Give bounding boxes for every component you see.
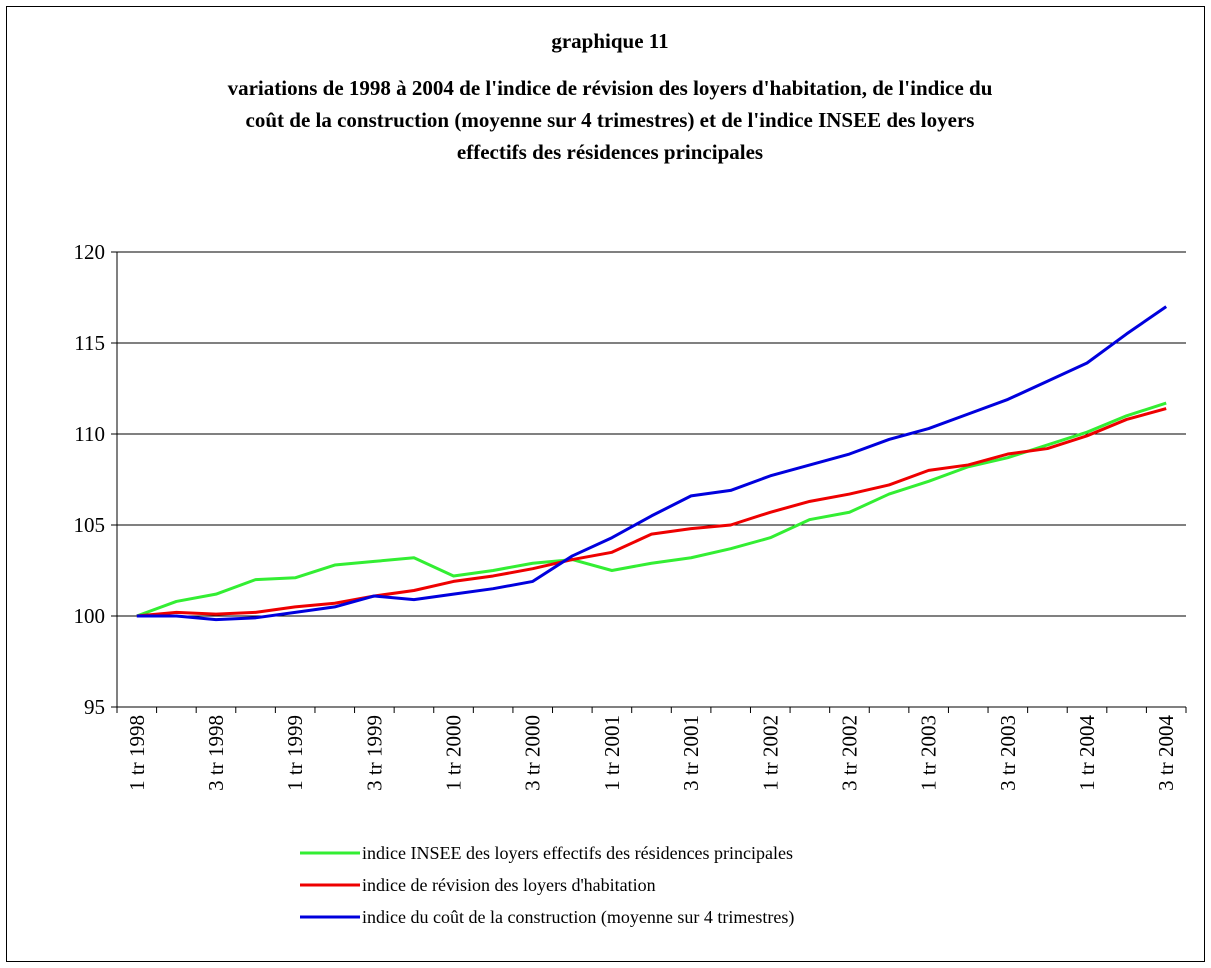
y-tick-label: 105 — [74, 513, 106, 537]
x-tick-label: 3 tr 2003 — [996, 715, 1020, 791]
chart-title: graphique 11 — [551, 29, 668, 53]
legend-label: indice de révision des loyers d'habitati… — [362, 875, 656, 895]
x-tick-label: 1 tr 2004 — [1075, 715, 1099, 791]
x-tick-label: 3 tr 1999 — [362, 715, 386, 791]
x-tick-label: 1 tr 1999 — [283, 715, 307, 791]
chart-subtitle: effectifs des résidences principales — [457, 140, 763, 164]
frame — [6, 6, 1205, 962]
x-tick-label: 1 tr 2001 — [600, 715, 624, 791]
y-tick-label: 100 — [74, 604, 106, 628]
y-tick-label: 110 — [74, 422, 105, 446]
chart-subtitle: variations de 1998 à 2004 de l'indice de… — [228, 76, 993, 100]
x-tick-label: 3 tr 2001 — [679, 715, 703, 791]
y-tick-label: 120 — [74, 240, 106, 264]
x-tick-label: 1 tr 2003 — [917, 715, 941, 791]
x-tick-label: 3 tr 1998 — [204, 715, 228, 791]
x-tick-label: 1 tr 2002 — [758, 715, 782, 791]
x-tick-label: 3 tr 2002 — [837, 715, 861, 791]
x-tick-label: 3 tr 2000 — [521, 715, 545, 791]
y-tick-label: 115 — [74, 331, 105, 355]
legend-label: indice INSEE des loyers effectifs des ré… — [362, 843, 793, 863]
series-line — [136, 407, 1167, 618]
chart-subtitle: coût de la construction (moyenne sur 4 t… — [246, 108, 975, 132]
legend-label: indice du coût de la construction (moyen… — [362, 907, 794, 928]
x-tick-label: 1 tr 1998 — [125, 715, 149, 791]
series-line — [136, 401, 1167, 618]
series-line — [136, 305, 1168, 622]
x-tick-label: 1 tr 2000 — [442, 715, 466, 791]
x-tick-label: 3 tr 2004 — [1154, 715, 1178, 791]
y-tick-label: 95 — [84, 695, 105, 719]
